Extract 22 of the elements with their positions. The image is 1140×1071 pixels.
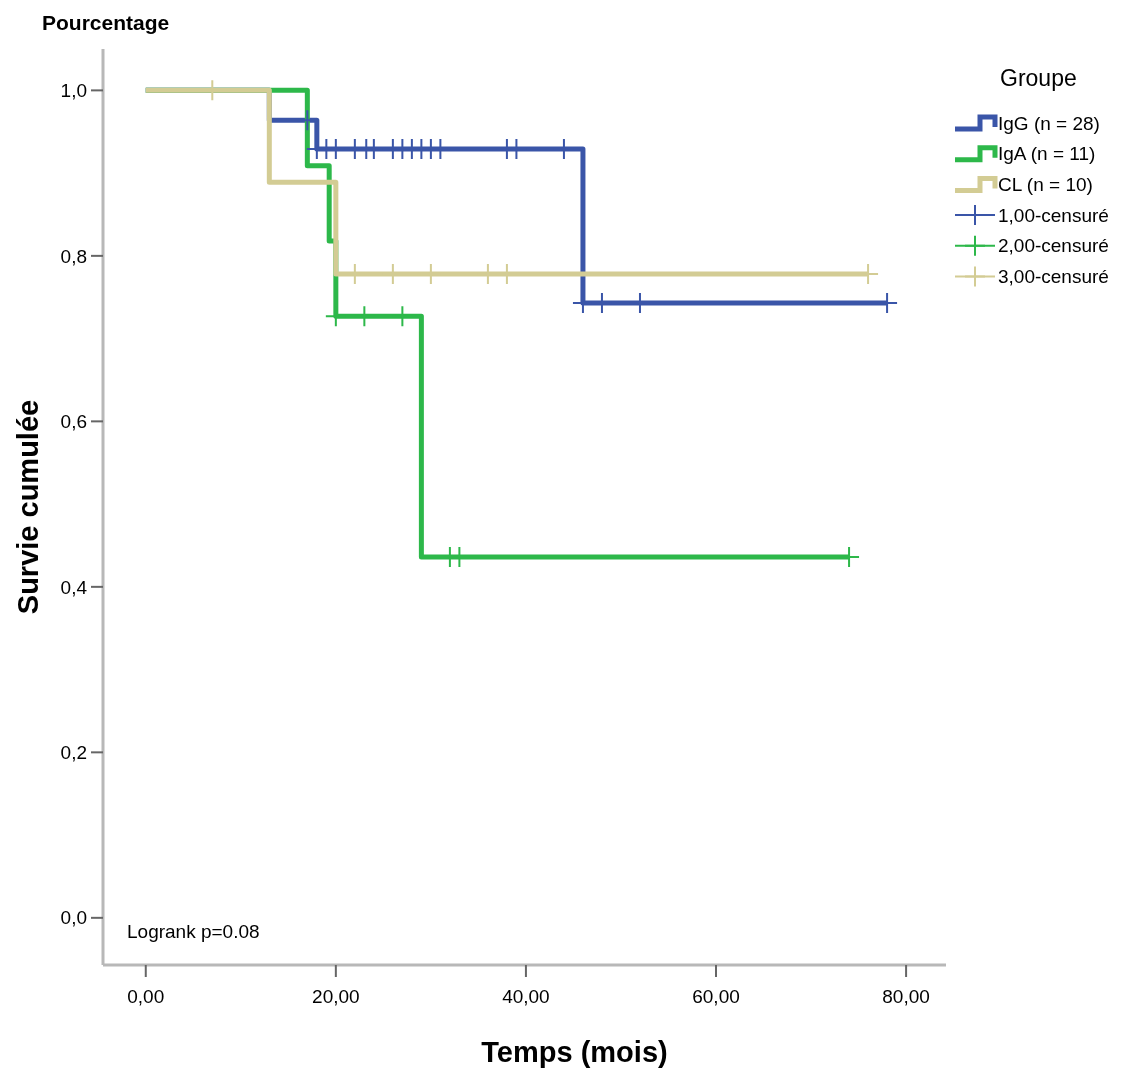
y-axis-title: Survie cumulée: [12, 399, 44, 615]
y-tick-label: 1,0: [60, 80, 87, 102]
legend-label: 1,00-censuré: [998, 204, 1109, 226]
legend-label: IgA (n = 11): [998, 143, 1096, 165]
x-tick-label: 80,00: [882, 986, 930, 1007]
x-tick-label: 60,00: [692, 986, 740, 1007]
legend-title: Groupe: [1000, 65, 1077, 91]
legend-label: 2,00-censuré: [998, 235, 1109, 257]
x-tick-label: 20,00: [312, 986, 360, 1007]
legend-label: CL (n = 10): [998, 174, 1093, 196]
y-tick-label: 0,4: [60, 576, 88, 598]
y-tick-label: 0,6: [60, 411, 87, 433]
x-axis-title: Temps (mois): [481, 1036, 668, 1068]
y-tick-label: 0,2: [60, 741, 87, 763]
annotation: Logrank p=0.08: [127, 921, 260, 942]
x-tick-label: 40,00: [502, 986, 550, 1007]
y-tick-label: 0,0: [60, 907, 87, 929]
x-tick-label: 0,00: [127, 986, 165, 1007]
legend-label: IgG (n = 28): [998, 112, 1100, 134]
legend-label: 3,00-censuré: [998, 266, 1109, 288]
y-tick-label: 0,8: [60, 245, 87, 267]
chart-title: Pourcentage: [42, 11, 170, 34]
